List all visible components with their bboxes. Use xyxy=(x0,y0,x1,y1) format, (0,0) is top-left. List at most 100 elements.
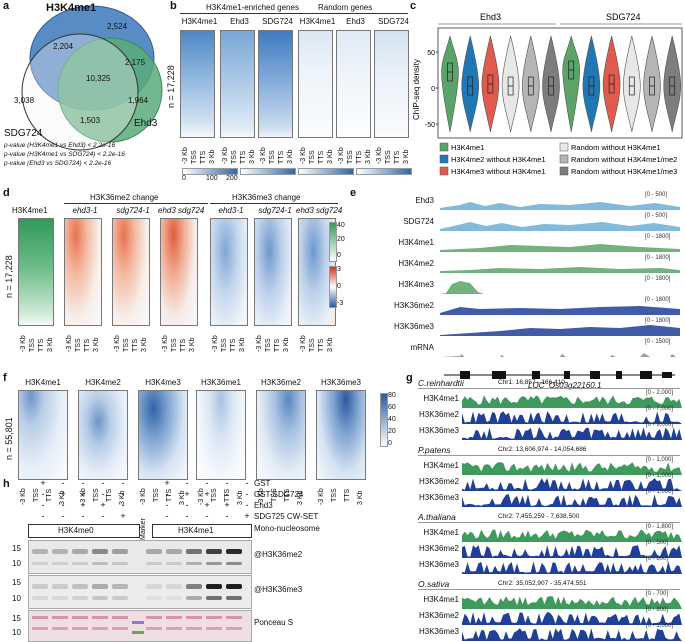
blot-band xyxy=(226,562,242,565)
legend-label: Random without H3K4me1/me3 xyxy=(571,167,677,176)
signal-track xyxy=(440,353,680,357)
panel-d-heatmap xyxy=(254,218,292,326)
panel-d-tick: 3 Kb xyxy=(239,337,246,352)
track-range: [0 - 1500] xyxy=(645,339,671,345)
panel-f-colorbar xyxy=(380,393,388,447)
lane-sign: - xyxy=(101,489,105,499)
violin xyxy=(622,35,641,133)
violin-plot: Ehd3 SDG724 ChIP-seq density 50 0 -50 H3K4me1 H… xyxy=(412,12,683,176)
lane-sign: + xyxy=(164,478,170,488)
panel-b-tick: TTS xyxy=(356,150,363,164)
panel-d-tick: TSS xyxy=(221,338,228,352)
blot-band xyxy=(146,562,162,565)
panel-b-tick: TTS xyxy=(318,150,325,164)
lane-sign: - xyxy=(41,511,45,521)
panel-f-tick: TSS xyxy=(211,488,218,502)
blot-band xyxy=(92,584,108,589)
lane-sign: + xyxy=(184,489,190,499)
blot-h3k36me2 xyxy=(28,540,252,574)
blot-band xyxy=(186,562,202,565)
blot-band xyxy=(166,549,182,554)
blot-label-ponceau: Ponceau S xyxy=(254,618,294,627)
signal-track xyxy=(440,325,680,336)
panel-f-scale-80: 80 xyxy=(388,392,396,399)
violin xyxy=(542,35,560,133)
ponceau-band xyxy=(112,616,128,619)
species-track-name: H3K36me3 xyxy=(418,493,459,502)
panel-d-colorbar-top xyxy=(329,222,337,262)
panel-f-n-label: n = 55,801 xyxy=(4,417,14,460)
blot-band xyxy=(52,562,68,565)
panel-c-label: c xyxy=(410,0,417,12)
species-coords: Chr2: 35,052,907 - 35,474,551 xyxy=(498,580,587,587)
track-name: SDG724 xyxy=(403,217,434,226)
legend-label: H3K4me3 without H3K4me1 xyxy=(451,167,546,176)
legend-swatch xyxy=(559,154,569,164)
track-range: [0 - 500] xyxy=(645,213,668,219)
panel-b-col-label: Ehd3 xyxy=(346,17,365,26)
panel-d-label: d xyxy=(3,187,10,199)
panel-b-tick: -3 Kb xyxy=(182,147,189,164)
panel-a-label: a xyxy=(3,0,10,12)
panel-d-tick: TSS xyxy=(123,338,130,352)
panel-b-col-label: SDG724 xyxy=(262,17,293,26)
ponceau-band xyxy=(186,616,202,619)
panel-b-tick: -3 Kb xyxy=(300,147,307,164)
panel-f-col-label: H3K4me2 xyxy=(85,378,121,387)
species-track-range: [0 - 7,000] xyxy=(646,406,674,412)
blot-band xyxy=(72,562,88,565)
track-range: [0 - 1800] xyxy=(645,297,671,303)
panel-d-tick: TTS xyxy=(132,338,139,352)
species-track-name: H3K4me1 xyxy=(423,595,459,604)
panel-b-label: b xyxy=(170,0,177,12)
legend-swatch xyxy=(439,154,449,164)
blot-band xyxy=(52,549,68,554)
lane-sign: + xyxy=(80,500,86,510)
panel-b-tick: TTS xyxy=(278,150,285,164)
pvalue-2: p-value (H3K4me1 vs SDG724) < 2.2e-16 xyxy=(4,151,125,158)
lane-sign: - xyxy=(165,511,169,521)
panel-d-tick: TTS xyxy=(84,338,91,352)
lane-sign: - xyxy=(185,511,189,521)
mw-15-c: 15 xyxy=(12,614,21,623)
species-track-name: H3K36me2 xyxy=(418,477,459,486)
blot-label-me3: @H3K36me3 xyxy=(254,585,303,594)
panel-d-tick: -3 Kb xyxy=(162,335,169,352)
track-name: H3K4me2 xyxy=(398,259,434,268)
panel-d-heatmap-h3k4me1 xyxy=(18,218,54,326)
panel-f-col-label: H3K36me2 xyxy=(260,378,302,387)
panel-d-heatmap xyxy=(160,218,198,326)
lane-sign: + xyxy=(224,500,230,510)
panel-d-tick: 3 Kb xyxy=(327,337,334,352)
panel-d-tick: 3 Kb xyxy=(283,337,290,352)
panel-d-col-label: sdg724-1 xyxy=(116,206,150,215)
blot-band xyxy=(226,584,242,589)
panel-d-tick: TTS xyxy=(180,338,187,352)
blot-band xyxy=(112,584,128,589)
blot-band xyxy=(92,596,108,600)
panel-d-col-label: ehd3 sdg724 xyxy=(296,206,343,215)
species-signal-track xyxy=(462,529,682,542)
panel-b-tick: -3 Kb xyxy=(222,147,229,164)
panel-c-ylabel: ChIP-seq density xyxy=(412,59,421,120)
lane-sign: - xyxy=(61,511,65,521)
signal-track xyxy=(440,306,680,315)
panel-c-plot-area xyxy=(437,27,683,139)
panel-d-tick: 3 Kb xyxy=(93,337,100,352)
lane-sign: - xyxy=(185,478,189,488)
species-track-range: [0 - 2,000] xyxy=(646,390,674,396)
lane-sign: - xyxy=(245,478,249,488)
panel-b-group1: H3K4me1-enriched genes xyxy=(206,3,299,12)
species-signal-track xyxy=(462,478,682,491)
venn-count-far-left: 3,038 xyxy=(14,96,35,105)
lane-sign: + xyxy=(60,489,66,499)
lane-sign: - xyxy=(205,478,209,488)
track-name: Ehd3 xyxy=(415,196,434,205)
panel-d-scale-bot-neg3: -3 xyxy=(337,300,344,307)
panel-f-tick: -3 Kb xyxy=(20,488,27,505)
blot-ponceau xyxy=(28,610,252,642)
lane-sign: - xyxy=(225,489,229,499)
species-signal-track xyxy=(462,462,682,475)
panel-b-scale-100: 100 xyxy=(206,175,218,182)
blot-band xyxy=(146,584,162,589)
